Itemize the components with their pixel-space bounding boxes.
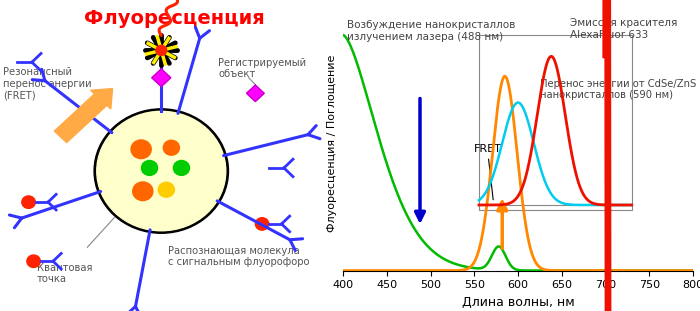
Circle shape xyxy=(174,160,190,175)
Text: FRET: FRET xyxy=(473,144,501,200)
Text: Эмиссия красителя
AlexaFluor 633: Эмиссия красителя AlexaFluor 633 xyxy=(570,18,678,39)
Polygon shape xyxy=(246,85,264,101)
X-axis label: Длина волны, нм: Длина волны, нм xyxy=(461,296,575,309)
Circle shape xyxy=(158,182,174,197)
Circle shape xyxy=(133,182,153,201)
FancyBboxPatch shape xyxy=(479,35,631,210)
Text: Квантовая
точка: Квантовая точка xyxy=(37,263,92,284)
Text: Возбуждение нанокристаллов
излучением лазера (488 нм): Возбуждение нанокристаллов излучением ла… xyxy=(347,21,516,42)
Circle shape xyxy=(256,218,269,230)
Text: Перенос энергии от CdSe/ZnS
нанокристаллов (590 нм): Перенос энергии от CdSe/ZnS нанокристалл… xyxy=(540,79,696,100)
Text: Флуоресценция: Флуоресценция xyxy=(84,9,265,28)
Text: Регистрируемый
объект: Регистрируемый объект xyxy=(218,58,307,79)
Circle shape xyxy=(163,140,179,155)
Circle shape xyxy=(156,45,167,55)
Text: Распознающая молекула
с сигнальным флуорофоро: Распознающая молекула с сигнальным флуор… xyxy=(168,246,309,267)
Y-axis label: Флуоресценция / Поглощение: Флуоресценция / Поглощение xyxy=(328,54,337,232)
Circle shape xyxy=(131,140,151,159)
Circle shape xyxy=(97,111,226,231)
Polygon shape xyxy=(152,69,171,86)
Circle shape xyxy=(22,196,35,208)
FancyArrow shape xyxy=(55,89,113,142)
Circle shape xyxy=(94,109,228,233)
Circle shape xyxy=(141,160,158,175)
Circle shape xyxy=(154,44,169,57)
Circle shape xyxy=(27,255,41,267)
Text: Резонансный
перенос энергии
(FRET): Резонансный перенос энергии (FRET) xyxy=(4,67,92,100)
